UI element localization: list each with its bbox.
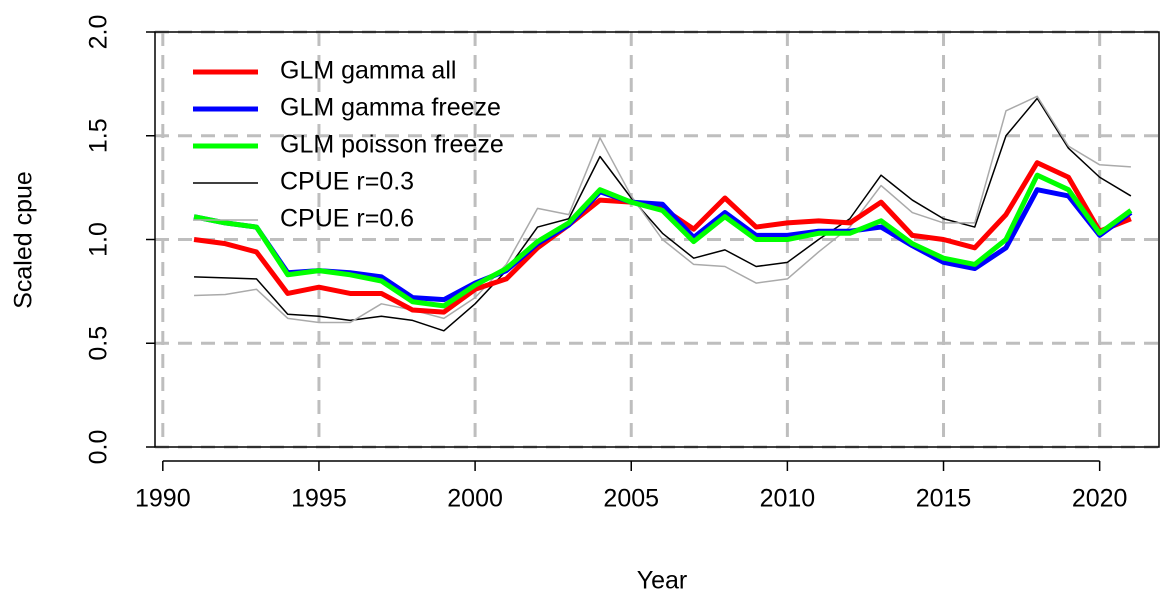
x-tick-label: 2010 — [760, 485, 816, 513]
x-tick-label: 1995 — [291, 485, 347, 513]
legend-label: GLM gamma all — [280, 57, 456, 85]
x-tick-label: 1990 — [135, 485, 191, 513]
y-tick-label: 0.5 — [85, 326, 113, 361]
x-tick-label: 2015 — [916, 485, 972, 513]
legend-label: CPUE r=0.6 — [280, 205, 414, 233]
y-tick-label: 1.5 — [85, 118, 113, 153]
legend-label: CPUE r=0.3 — [280, 168, 414, 196]
y-tick-label: 2.0 — [85, 15, 113, 50]
x-tick-label: 2000 — [447, 485, 503, 513]
x-tick-label: 2020 — [1072, 485, 1128, 513]
y-axis-label: Scaled cpue — [10, 171, 38, 309]
x-tick-label: 2005 — [603, 485, 659, 513]
series-line — [194, 97, 1132, 332]
legend-label: GLM gamma freeze — [280, 94, 501, 122]
plot-box — [154, 31, 1160, 448]
y-tick-label: 0.0 — [85, 430, 113, 465]
legend-label: GLM poisson freeze — [280, 131, 504, 159]
y-tick-label: 1.0 — [85, 222, 113, 257]
series-line — [193, 172, 1133, 309]
series-line — [194, 95, 1131, 324]
x-axis-label: Year — [637, 567, 688, 595]
